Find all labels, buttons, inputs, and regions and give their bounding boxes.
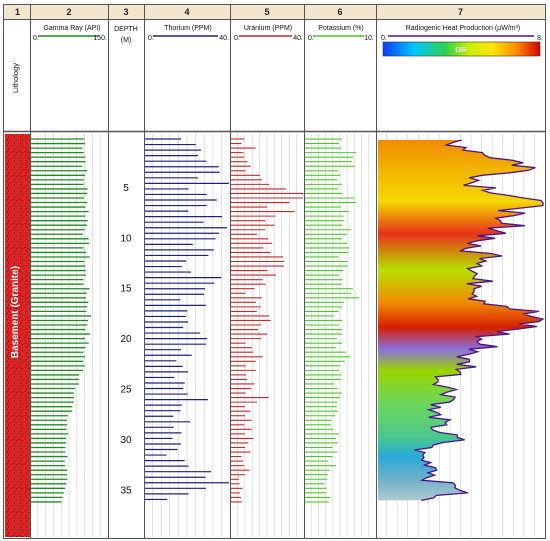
gamma-scale-max: 150. xyxy=(93,35,107,42)
potassium-scale-max: 10. xyxy=(364,35,374,42)
track-number-strip: 1 2 3 4 5 6 7 xyxy=(4,5,545,20)
track-headers: Lithology Gamma Ray (API) 0. 150. DEPTH … xyxy=(11,25,543,93)
rhp-colorbar-label: GR xyxy=(455,45,467,54)
depth-tick-20: 20 xyxy=(120,334,132,345)
rhp-scale-max: 8. xyxy=(537,35,543,42)
thorium-scale-max: 40. xyxy=(219,35,229,42)
lithology-granite-fill xyxy=(5,134,30,537)
lithology-unit-label: Basement (Granite) xyxy=(10,266,21,358)
thorium-header-label: Thorium (PPM) xyxy=(164,25,211,32)
radiogenic-heat-curve xyxy=(378,139,545,502)
track-number-4: 4 xyxy=(184,7,189,17)
track-number-strip-bg xyxy=(4,5,545,19)
uranium-curve xyxy=(231,138,303,503)
depth-axis: 5 10 15 20 25 30 35 xyxy=(120,183,132,496)
depth-tick-30: 30 xyxy=(120,435,132,446)
rhp-outline xyxy=(414,139,545,502)
uranium-header-label: Uranium (PPM) xyxy=(244,25,292,32)
depth-tick-5: 5 xyxy=(123,183,129,194)
thorium-scale-min: 0. xyxy=(148,35,154,42)
track-number-5: 5 xyxy=(264,7,269,17)
rhp-scale-min: 0. xyxy=(381,35,387,42)
rhp-fill xyxy=(378,140,543,501)
depth-header-label: DEPTH xyxy=(114,26,138,33)
track-number-7: 7 xyxy=(458,7,463,17)
potassium-curve xyxy=(305,138,359,503)
depth-header-unit: (M) xyxy=(121,37,132,44)
track-number-3: 3 xyxy=(123,7,128,17)
rhp-header-label: Radiogenic Heat Production (µW/m³) xyxy=(406,25,521,32)
potassium-header-label: Potassium (%) xyxy=(318,25,364,32)
rhp-colorbar xyxy=(382,41,541,57)
lithology-header: Lithology xyxy=(11,63,20,93)
gamma-ray-curve xyxy=(31,138,91,503)
track-number-6: 6 xyxy=(337,7,342,17)
gamma-scale-min: 0. xyxy=(33,35,39,42)
depth-tick-15: 15 xyxy=(120,284,132,295)
uranium-scale-min: 0. xyxy=(234,35,240,42)
depth-tick-35: 35 xyxy=(120,485,132,496)
track-number-1: 1 xyxy=(15,7,20,17)
thorium-curve xyxy=(145,138,229,501)
uranium-scale-max: 40. xyxy=(293,35,303,42)
potassium-scale-min: 0. xyxy=(308,35,314,42)
depth-tick-10: 10 xyxy=(120,233,132,244)
depth-tick-25: 25 xyxy=(120,385,132,396)
gamma-header-label: Gamma Ray (API) xyxy=(43,25,100,32)
track-separators xyxy=(4,5,545,538)
track-number-2: 2 xyxy=(66,7,71,17)
log-frame xyxy=(3,4,546,539)
